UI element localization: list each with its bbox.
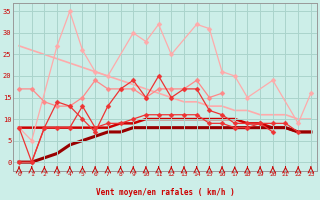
X-axis label: Vent moyen/en rafales ( km/h ): Vent moyen/en rafales ( km/h ) <box>96 188 234 197</box>
